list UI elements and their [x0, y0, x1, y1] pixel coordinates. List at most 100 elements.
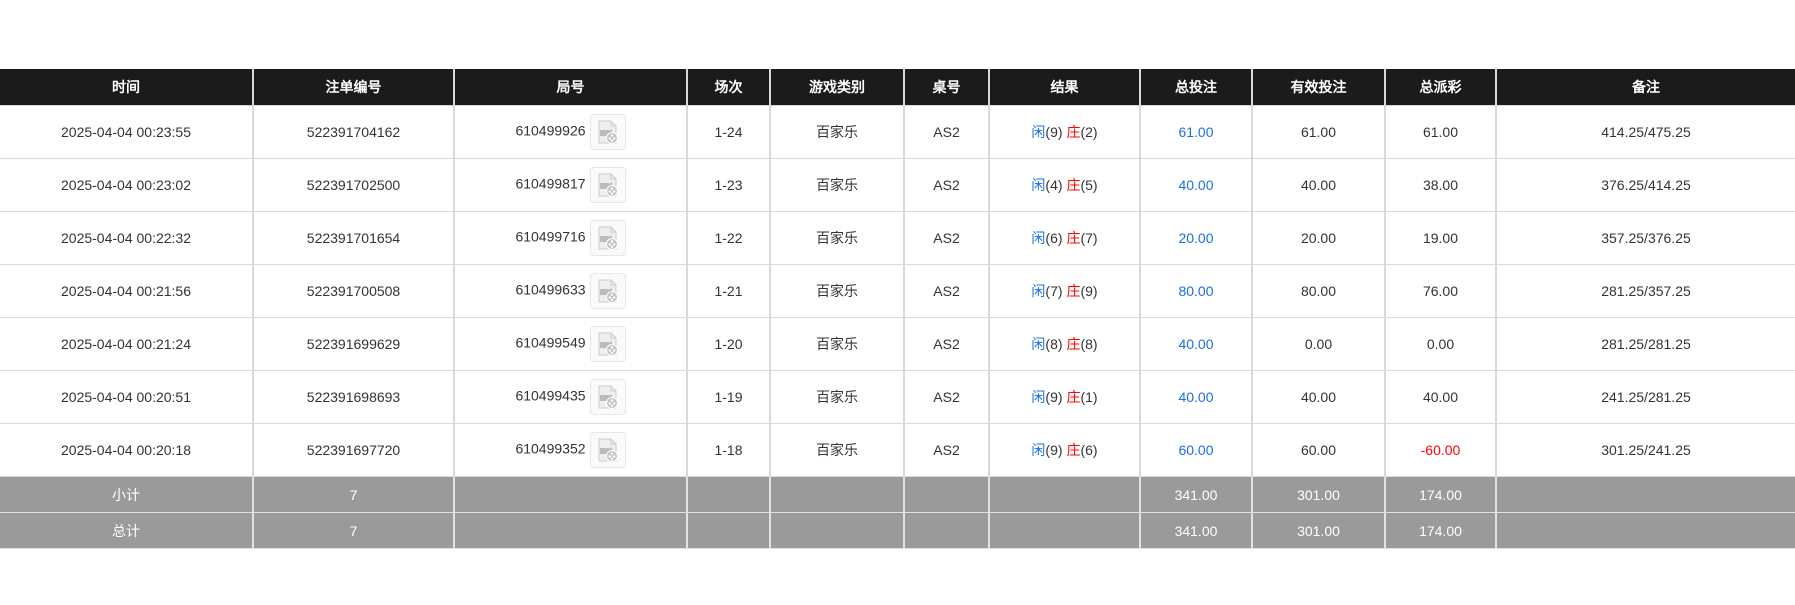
- shoe-cell: 1-20: [686, 317, 771, 371]
- summary-valid-bet: 301.00: [1251, 512, 1386, 549]
- header-time: 时间: [0, 69, 254, 106]
- table-row: 2025-04-04 00:22:32 522391701654 6104997…: [0, 211, 1795, 265]
- valid-bet-cell: 0.00: [1251, 317, 1386, 371]
- banker-label: 庄: [1066, 230, 1081, 246]
- video-file-icon[interactable]: [589, 114, 626, 150]
- banker-label: 庄: [1066, 124, 1081, 140]
- player-score: (7): [1045, 283, 1063, 299]
- player-score: (9): [1045, 124, 1063, 140]
- payout-cell: 0.00: [1384, 317, 1497, 371]
- header-payout: 总派彩: [1384, 69, 1497, 106]
- table-no-cell: AS2: [903, 423, 990, 477]
- game-type-cell: 百家乐: [769, 211, 905, 265]
- banker-score: (6): [1080, 442, 1098, 458]
- game-type-cell: 百家乐: [769, 158, 905, 212]
- shoe-cell: 1-21: [686, 264, 771, 318]
- table-no-cell: AS2: [903, 317, 990, 371]
- player-label: 闲: [1031, 177, 1046, 193]
- total-bet-cell[interactable]: 60.00: [1139, 423, 1253, 477]
- valid-bet-cell: 40.00: [1251, 158, 1386, 212]
- table-no-cell: AS2: [903, 158, 990, 212]
- video-file-icon[interactable]: [589, 379, 626, 415]
- round-cell: 610499633: [453, 264, 688, 318]
- player-label: 闲: [1031, 124, 1046, 140]
- bet-id-cell: 522391697720: [252, 423, 455, 477]
- video-file-icon[interactable]: [589, 326, 626, 362]
- remark-cell: 281.25/281.25: [1495, 317, 1795, 371]
- summary-row: 小计 7 341.00 301.00 174.00: [0, 476, 1795, 513]
- empty-cell: [686, 512, 771, 549]
- video-file-icon[interactable]: [589, 273, 626, 309]
- total-bet-cell[interactable]: 61.00: [1139, 105, 1253, 159]
- table-row: 2025-04-04 00:20:18 522391697720 6104993…: [0, 423, 1795, 477]
- video-file-icon[interactable]: [589, 220, 626, 256]
- time-cell: 2025-04-04 00:23:55: [0, 105, 254, 159]
- empty-cell: [988, 512, 1141, 549]
- summary-count: 7: [252, 512, 455, 549]
- header-game-type: 游戏类别: [769, 69, 905, 106]
- shoe-cell: 1-19: [686, 370, 771, 424]
- table-no-cell: AS2: [903, 264, 990, 318]
- player-label: 闲: [1031, 283, 1046, 299]
- header-shoe: 场次: [686, 69, 771, 106]
- valid-bet-cell: 80.00: [1251, 264, 1386, 318]
- table-row: 2025-04-04 00:23:55 522391704162 6104999…: [0, 105, 1795, 159]
- banker-label: 庄: [1066, 389, 1081, 405]
- round-cell: 610499435: [453, 370, 688, 424]
- header-result: 结果: [988, 69, 1141, 106]
- game-type-cell: 百家乐: [769, 317, 905, 371]
- empty-cell: [769, 476, 905, 513]
- round-number: 610499716: [515, 228, 586, 245]
- result-cell: 闲(9) 庄(1): [988, 370, 1141, 424]
- summary-valid-bet: 301.00: [1251, 476, 1386, 513]
- player-label: 闲: [1031, 230, 1046, 246]
- remark-cell: 357.25/376.25: [1495, 211, 1795, 265]
- shoe-cell: 1-23: [686, 158, 771, 212]
- empty-cell: [903, 476, 990, 513]
- table-row: 2025-04-04 00:23:02 522391702500 6104998…: [0, 158, 1795, 212]
- video-file-icon[interactable]: [589, 432, 626, 468]
- header-round: 局号: [453, 69, 688, 106]
- empty-cell: [903, 512, 990, 549]
- total-bet-cell[interactable]: 20.00: [1139, 211, 1253, 265]
- video-file-icon[interactable]: [589, 167, 626, 203]
- table-no-cell: AS2: [903, 370, 990, 424]
- player-score: (8): [1045, 336, 1063, 352]
- round-cell: 610499352: [453, 423, 688, 477]
- player-label: 闲: [1031, 442, 1046, 458]
- summary-label: 小计: [0, 476, 254, 513]
- player-label: 闲: [1031, 336, 1046, 352]
- table-row: 2025-04-04 00:21:24 522391699629 6104995…: [0, 317, 1795, 371]
- bet-id-cell: 522391702500: [252, 158, 455, 212]
- total-bet-cell[interactable]: 40.00: [1139, 317, 1253, 371]
- time-cell: 2025-04-04 00:20:51: [0, 370, 254, 424]
- banker-score: (1): [1080, 389, 1098, 405]
- payout-cell: 38.00: [1384, 158, 1497, 212]
- round-number: 610499435: [515, 387, 586, 404]
- remark-cell: 281.25/357.25: [1495, 264, 1795, 318]
- bet-records-table: 时间 注单编号 局号 场次 游戏类别 桌号 结果 总投注 有效投注 总派彩 备注 2025-04-0…: [0, 69, 1795, 549]
- player-label: 闲: [1031, 389, 1046, 405]
- time-cell: 2025-04-04 00:21:24: [0, 317, 254, 371]
- banker-score: (7): [1080, 230, 1098, 246]
- payout-cell: 61.00: [1384, 105, 1497, 159]
- time-cell: 2025-04-04 00:21:56: [0, 264, 254, 318]
- empty-cell: [1495, 512, 1795, 549]
- payout-cell: 19.00: [1384, 211, 1497, 265]
- table-no-cell: AS2: [903, 211, 990, 265]
- result-cell: 闲(8) 庄(8): [988, 317, 1141, 371]
- total-bet-cell[interactable]: 40.00: [1139, 158, 1253, 212]
- header-remark: 备注: [1495, 69, 1795, 106]
- table-no-cell: AS2: [903, 105, 990, 159]
- remark-cell: 376.25/414.25: [1495, 158, 1795, 212]
- total-bet-cell[interactable]: 80.00: [1139, 264, 1253, 318]
- game-type-cell: 百家乐: [769, 423, 905, 477]
- total-bet-cell[interactable]: 40.00: [1139, 370, 1253, 424]
- payout-cell: 76.00: [1384, 264, 1497, 318]
- banker-label: 庄: [1066, 177, 1081, 193]
- header-total-bet: 总投注: [1139, 69, 1253, 106]
- valid-bet-cell: 61.00: [1251, 105, 1386, 159]
- round-cell: 610499926: [453, 105, 688, 159]
- empty-cell: [453, 476, 688, 513]
- bet-id-cell: 522391701654: [252, 211, 455, 265]
